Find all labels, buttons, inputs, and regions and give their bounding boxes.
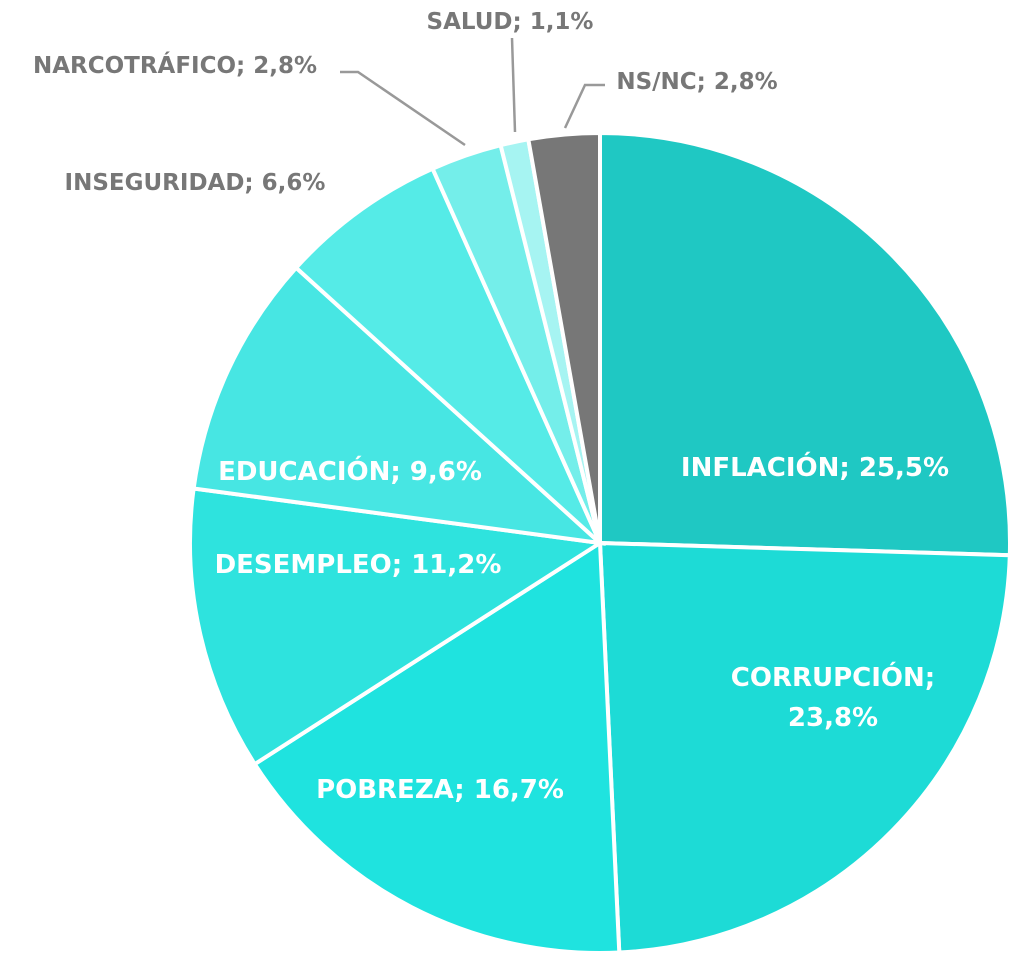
leader-line	[340, 70, 466, 147]
label-line: EDUCACIÓN; 9,6%	[218, 455, 482, 487]
pie-slice	[191, 264, 607, 546]
label-line: DESEMPLEO; 11,2%	[215, 550, 502, 580]
label-line: POBREZA; 16,7%	[316, 775, 564, 805]
pie-slice	[251, 539, 622, 955]
slice-label: EDUCACIÓN; 9,6%	[218, 455, 482, 487]
pie-slice	[525, 130, 602, 544]
pie-slice	[597, 540, 1011, 955]
slice-label: CORRUPCIÓN; 23,8%	[731, 661, 935, 733]
slice-label: NARCOTRÁFICO; 2,8%	[33, 51, 317, 79]
label-line: INFLACIÓN; 25,5%	[681, 451, 949, 483]
label-line: 23,8%	[788, 703, 878, 733]
label-line: NS/NC; 2,8%	[616, 69, 777, 95]
slice-label: INFLACIÓN; 25,5%	[681, 451, 949, 483]
pie-slice	[188, 486, 606, 767]
label-line: INSEGURIDAD; 6,6%	[65, 170, 326, 196]
leader-line	[563, 83, 605, 129]
pie-slice	[598, 130, 1011, 558]
slice-label: POBREZA; 16,7%	[316, 775, 564, 805]
slice-label: INSEGURIDAD; 6,6%	[65, 170, 326, 196]
label-line: CORRUPCIÓN;	[731, 661, 935, 693]
slice-label: SALUD; 1,1%	[427, 9, 594, 35]
pie-slice	[293, 166, 602, 545]
label-line: SALUD; 1,1%	[427, 9, 594, 35]
slice-label: DESEMPLEO; 11,2%	[215, 550, 502, 580]
slice-label: NS/NC; 2,8%	[616, 69, 777, 95]
label-line: NARCOTRÁFICO; 2,8%	[33, 51, 317, 79]
leader-line	[510, 37, 517, 133]
